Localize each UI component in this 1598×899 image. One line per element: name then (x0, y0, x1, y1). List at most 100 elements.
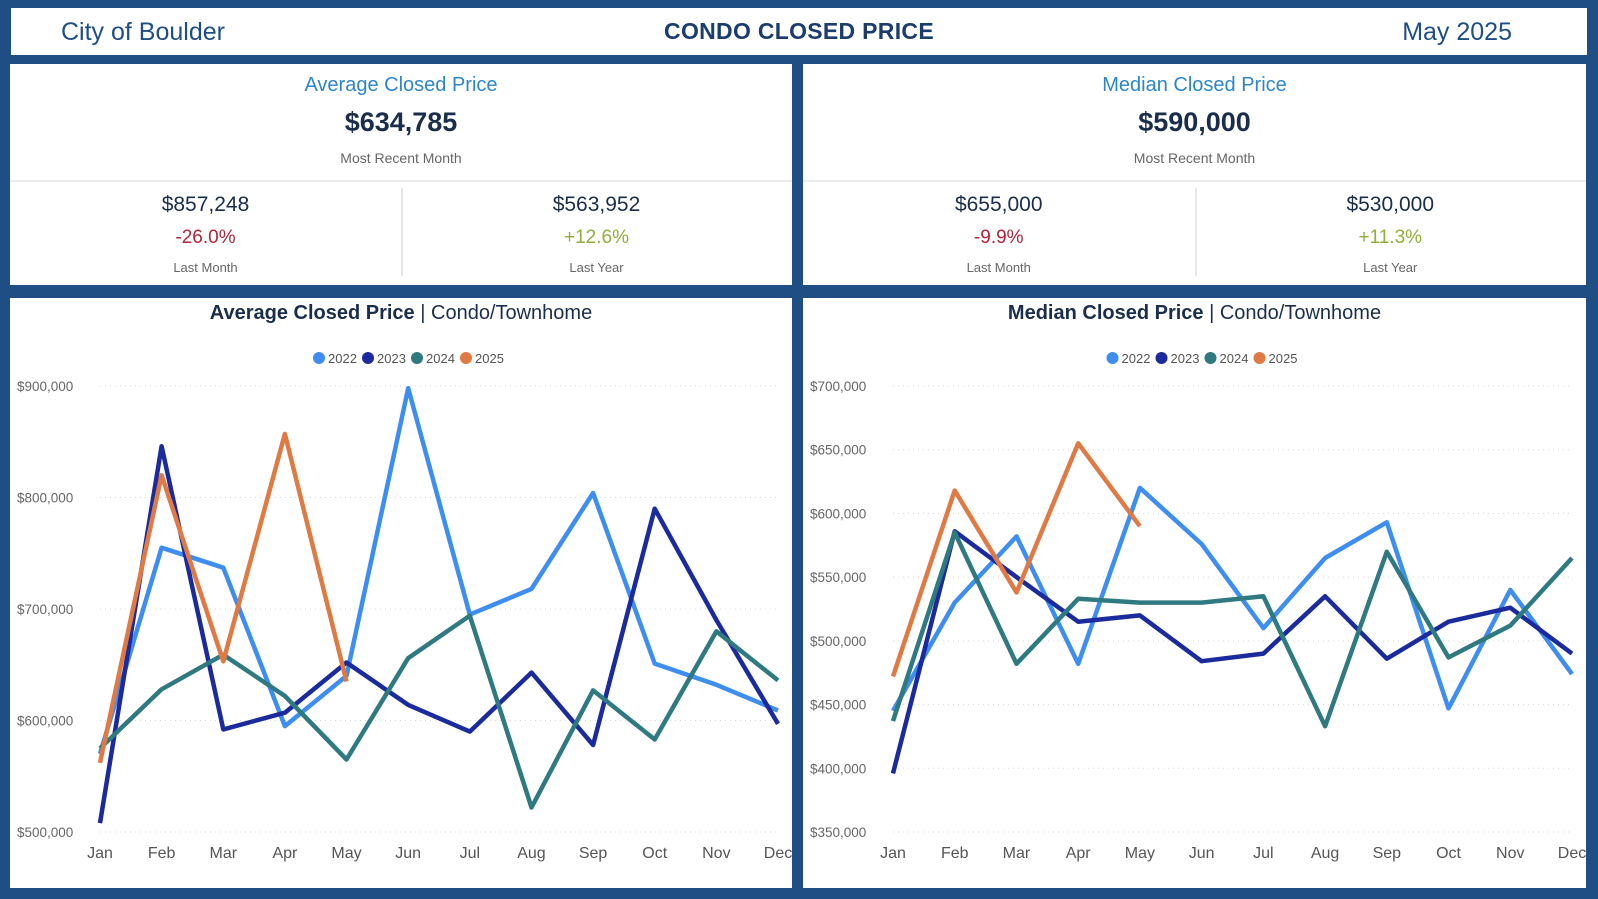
kpi-title: Average Closed Price (304, 74, 498, 96)
legend-dot-2025 (1253, 352, 1266, 364)
x-tick-label: Jun (395, 845, 421, 862)
median-price-line-chart: Median Closed Price | Condo/Townhome 2022… (810, 302, 1586, 862)
kpi-subtitle: Most Recent Month (1133, 150, 1256, 166)
kpi-subtitle: Most Recent Month (340, 150, 462, 166)
chart-title-main: Average Closed Price (210, 302, 415, 324)
x-tick-label: Apr (1066, 845, 1092, 862)
city-name: City of Boulder (61, 18, 225, 46)
last-month-comparison: $857,248 -26.0% Last Month (10, 188, 401, 278)
x-tick-label: Jun (1189, 845, 1215, 862)
kpi-title: Median Closed Price (1102, 74, 1287, 96)
x-tick-label: May (331, 845, 361, 862)
chart-title-subtitle: Condo/Townhome (431, 302, 592, 324)
last-year-comparison: $563,952 +12.6% Last Year (401, 188, 792, 278)
x-tick-label: Feb (941, 845, 969, 862)
x-tick-label: Dec (1558, 845, 1586, 862)
y-tick-label: $900,000 (17, 379, 73, 394)
x-tick-label: Feb (148, 845, 176, 862)
legend-item-2024: 2024 (1204, 351, 1249, 366)
last-year-change: +11.3% (1358, 227, 1423, 248)
legend-dot-2022 (1106, 352, 1119, 364)
divider (803, 180, 1586, 182)
y-tick-label: $450,000 (810, 698, 866, 713)
legend-dot-2025 (460, 352, 472, 364)
x-tick-label: Aug (517, 845, 545, 862)
x-tick-label: Mar (1003, 845, 1031, 862)
x-tick-label: Mar (209, 845, 237, 862)
legend-dot-2024 (411, 352, 423, 364)
x-tick-label: May (1125, 845, 1155, 862)
last-month-change: -26.0% (175, 227, 236, 248)
y-tick-label: $650,000 (810, 443, 866, 458)
legend-dot-2023 (362, 352, 374, 364)
last-year-label: Last Year (1363, 260, 1418, 275)
chart-title-main: Median Closed Price (1008, 302, 1204, 324)
legend-label-2024: 2024 (1220, 351, 1249, 366)
series-line-2025 (97, 431, 349, 764)
legend-item-2024: 2024 (411, 351, 455, 366)
legend-item-2023: 2023 (1155, 351, 1200, 366)
x-tick-label: Jul (460, 845, 480, 862)
series-line-2023 (890, 529, 1574, 774)
legend-item-2025: 2025 (460, 351, 504, 366)
chart-title: Average Closed Price | Condo/Townhome (210, 302, 592, 324)
x-tick-label: Aug (1311, 845, 1339, 862)
page-title: CONDO CLOSED PRICE (664, 18, 934, 44)
header-bar: City of Boulder CONDO CLOSED PRICE May 2… (11, 8, 1587, 55)
chart-title-separator: | (415, 302, 431, 324)
x-tick-label: Oct (642, 845, 667, 862)
y-tick-label: $500,000 (17, 825, 73, 840)
legend-label-2023: 2023 (377, 351, 406, 366)
x-tick-label: Nov (702, 845, 730, 862)
legend-dot-2024 (1204, 352, 1217, 364)
last-year-comparison: $530,000 +11.3% Last Year (1195, 188, 1587, 278)
median-price-chart-panel: Median Closed Price | Condo/Townhome 2022… (803, 298, 1586, 888)
series-line-2024 (98, 613, 780, 810)
x-tick-label: Jan (87, 845, 113, 862)
last-year-value: $530,000 (1346, 193, 1435, 216)
kpi-value: $590,000 (1138, 107, 1251, 137)
y-tick-label: $500,000 (810, 634, 866, 649)
y-tick-label: $700,000 (17, 602, 73, 617)
report-month: May 2025 (1402, 18, 1512, 46)
y-tick-label: $400,000 (810, 761, 866, 776)
chart-title: Median Closed Price | Condo/Townhome (1008, 302, 1381, 324)
legend-label-2025: 2025 (475, 351, 504, 366)
legend-item-2025: 2025 (1253, 351, 1297, 366)
y-tick-label: $700,000 (810, 379, 866, 394)
last-year-value: $563,952 (552, 193, 641, 216)
series-line-2022 (97, 385, 779, 755)
last-month-value: $655,000 (954, 193, 1043, 216)
x-tick-label: Oct (1436, 845, 1461, 862)
divider (10, 180, 792, 182)
divider (401, 188, 403, 276)
x-tick-label: Jul (1253, 845, 1273, 862)
chart-title-separator: | (1204, 302, 1220, 324)
legend-item-2023: 2023 (362, 351, 406, 366)
y-tick-label: $800,000 (17, 491, 73, 506)
last-year-label: Last Year (569, 260, 624, 275)
legend-item-2022: 2022 (1106, 351, 1151, 366)
x-tick-label: Sep (579, 845, 608, 862)
legend-label-2024: 2024 (426, 351, 455, 366)
last-month-change: -9.9% (973, 227, 1024, 248)
divider (1194, 188, 1197, 276)
last-month-comparison: $655,000 -9.9% Last Month (803, 188, 1195, 278)
series-line-2024 (890, 530, 1574, 729)
chart-title-subtitle: Condo/Townhome (1220, 302, 1381, 324)
legend-label-2023: 2023 (1171, 351, 1200, 366)
y-tick-label: $350,000 (810, 825, 866, 840)
x-tick-label: Nov (1496, 845, 1524, 862)
kpi-value: $634,785 (344, 107, 458, 137)
average-price-card: Average Closed Price $634,785 Most Recen… (10, 64, 792, 285)
last-month-value: $857,248 (161, 193, 250, 216)
series-line-2022 (891, 485, 1574, 713)
legend-label-2022: 2022 (1122, 351, 1151, 366)
median-price-card: Median Closed Price $590,000 Most Recent… (803, 64, 1586, 285)
average-price-chart-panel: Average Closed Price | Condo/Townhome 202… (10, 298, 792, 888)
x-tick-label: Sep (1373, 845, 1402, 862)
x-tick-label: Dec (764, 845, 792, 862)
last-year-change: +12.6% (564, 227, 629, 248)
x-tick-label: Apr (272, 845, 298, 862)
legend-dot-2023 (1155, 352, 1168, 364)
